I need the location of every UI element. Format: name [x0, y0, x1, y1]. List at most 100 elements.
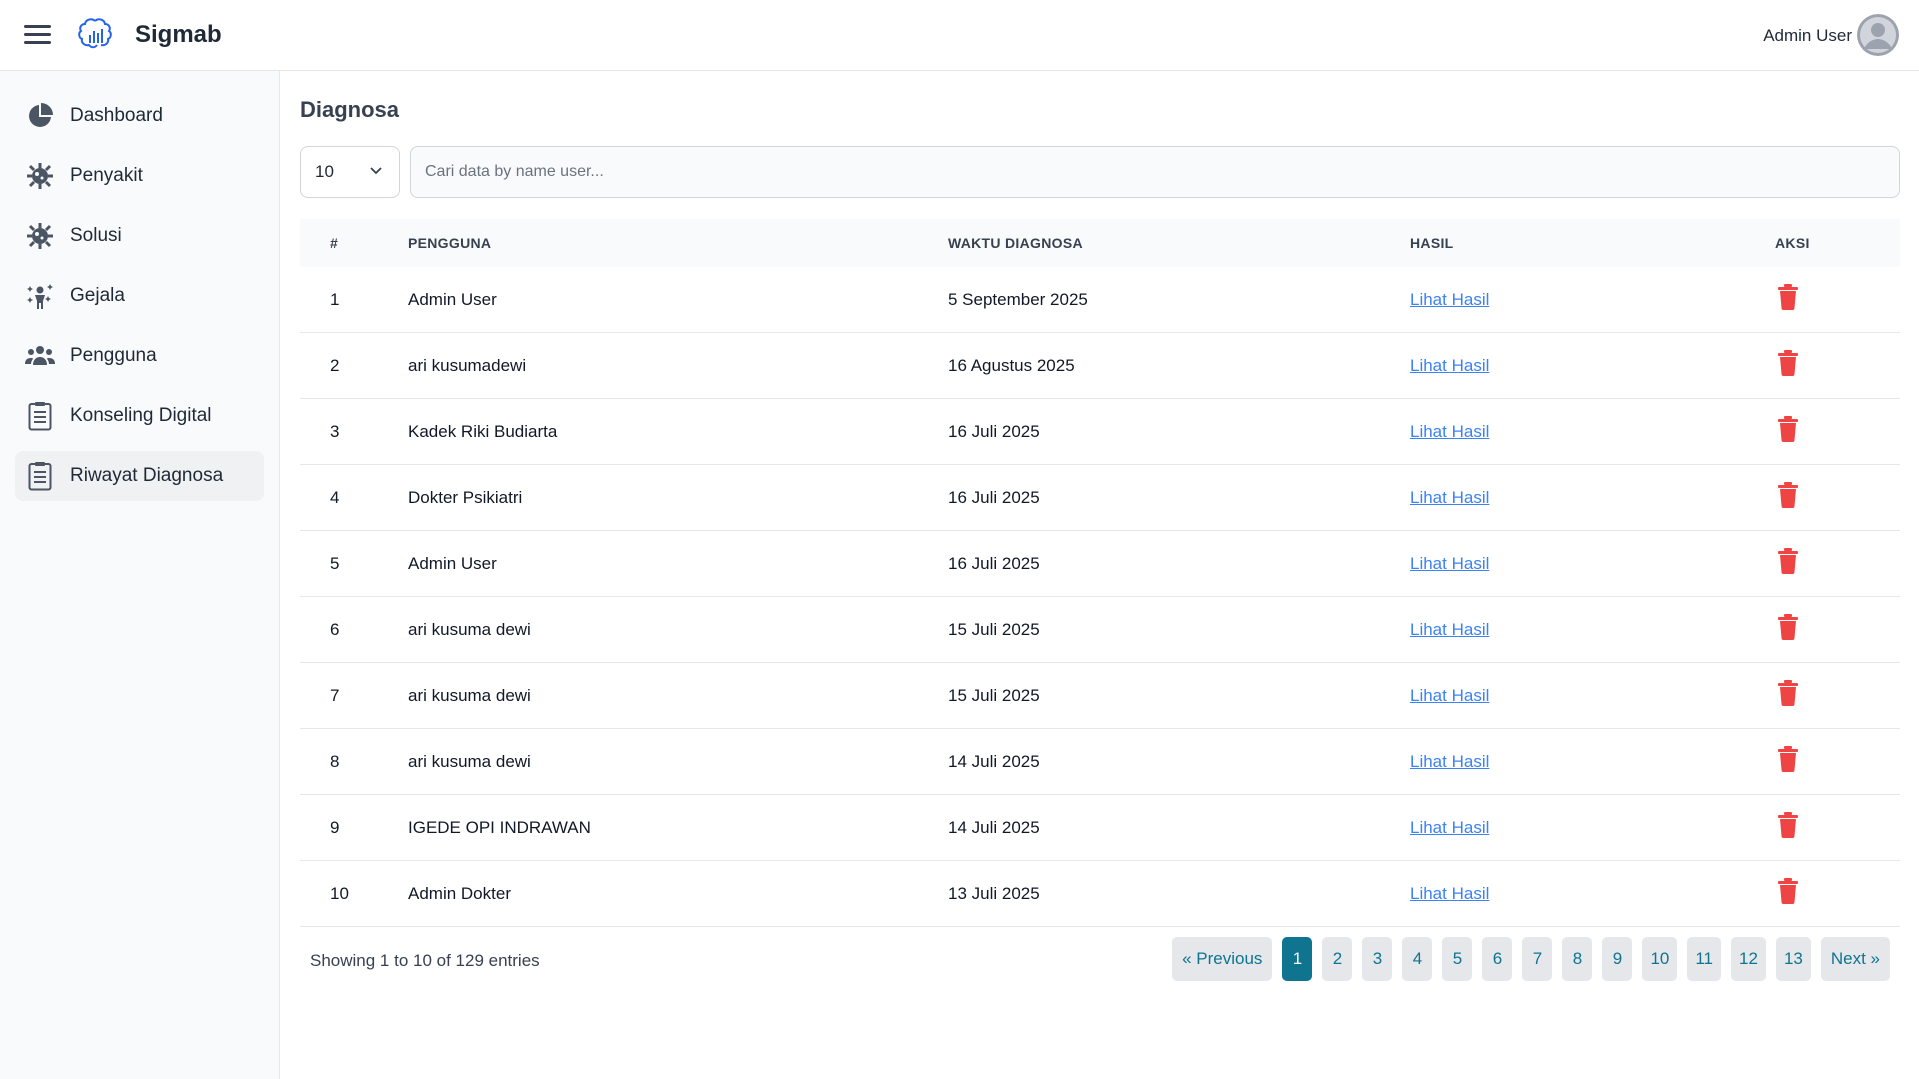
page-button-6[interactable]: 6 — [1482, 937, 1513, 981]
brain-logo-icon — [78, 18, 112, 49]
row-user: ari kusuma dewi — [408, 619, 531, 639]
table-row: 9 IGEDE OPI INDRAWAN 14 Juli 2025 Lihat Has… — [300, 795, 1900, 861]
view-result-link[interactable]: Lihat Hasil — [1410, 553, 1490, 573]
chevron-down-icon — [370, 167, 382, 175]
column-header-result: HASIL — [1410, 235, 1454, 251]
page-button-9[interactable]: 9 — [1602, 937, 1633, 981]
next-page-button[interactable]: Next » — [1820, 937, 1890, 981]
per-page-select[interactable]: 10 — [300, 146, 400, 198]
trash-icon[interactable] — [1777, 878, 1799, 904]
sidebar-item-dashboard[interactable]: Dashboard — [15, 91, 264, 141]
sidebar-item-riwayat-diagnosa[interactable]: Riwayat Diagnosa — [15, 451, 264, 501]
person-sparkle-icon — [25, 281, 55, 311]
row-user: Dokter Psikiatri — [408, 487, 523, 507]
table-row: 2 ari kusumadewi 16 Agustus 2025 Lihat Hasi… — [300, 333, 1900, 399]
sidebar-item-konseling-digital[interactable]: Konseling Digital — [15, 391, 264, 441]
trash-icon[interactable] — [1777, 614, 1799, 640]
page-button-7[interactable]: 7 — [1522, 937, 1553, 981]
menu-icon[interactable] — [24, 25, 51, 45]
sidebar: Dashboard Penyakit Solusi Gejala Penggun… — [0, 71, 280, 1079]
users-icon — [25, 341, 55, 371]
table-header: # PENGGUNA WAKTU DIAGNOSA HASIL AKSI — [300, 219, 1900, 267]
row-number: 2 — [330, 355, 340, 375]
user-avatar-icon — [1857, 14, 1899, 56]
view-result-link[interactable]: Lihat Hasil — [1410, 619, 1490, 639]
row-number: 3 — [330, 421, 340, 441]
row-time: 16 Juli 2025 — [948, 487, 1040, 507]
row-time: 16 Juli 2025 — [948, 553, 1040, 573]
trash-icon[interactable] — [1777, 416, 1799, 442]
table-row: 1 Admin User 5 September 2025 Lihat Hasil — [300, 267, 1900, 333]
trash-icon[interactable] — [1777, 482, 1799, 508]
sidebar-item-pengguna[interactable]: Pengguna — [15, 331, 264, 381]
row-user: ari kusumadewi — [408, 355, 527, 375]
sidebar-item-label: Konseling Digital — [70, 405, 212, 426]
row-user: Kadek Riki Budiarta — [408, 421, 558, 441]
page-button-3[interactable]: 3 — [1362, 937, 1393, 981]
sidebar-item-solusi[interactable]: Solusi — [15, 211, 264, 261]
trash-icon[interactable] — [1777, 284, 1799, 310]
page-button-13[interactable]: 13 — [1775, 937, 1811, 981]
sidebar-item-label: Gejala — [70, 285, 125, 306]
page-button-8[interactable]: 8 — [1562, 937, 1593, 981]
table-row: 3 Kadek Riki Budiarta 16 Juli 2025 Lihat Ha… — [300, 399, 1900, 465]
page-button-11[interactable]: 11 — [1687, 937, 1722, 981]
virus-icon — [25, 221, 55, 251]
trash-icon[interactable] — [1777, 680, 1799, 706]
row-user: Admin Dokter — [408, 883, 511, 903]
row-user: ari kusuma dewi — [408, 751, 531, 771]
per-page-value: 10 — [315, 162, 334, 181]
clipboard-icon — [25, 461, 55, 491]
row-user: ari kusuma dewi — [408, 685, 531, 705]
row-number: 5 — [330, 553, 340, 573]
view-result-link[interactable]: Lihat Hasil — [1410, 883, 1490, 903]
row-time: 15 Juli 2025 — [948, 685, 1040, 705]
view-result-link[interactable]: Lihat Hasil — [1410, 355, 1490, 375]
column-header-number: # — [330, 235, 339, 251]
page-button-10[interactable]: 10 — [1642, 937, 1678, 981]
view-result-link[interactable]: Lihat Hasil — [1410, 421, 1490, 441]
trash-icon[interactable] — [1777, 812, 1799, 838]
page-numbers: 1 2 3 4 5 6 7 8 9 10 11 12 13 — [1282, 937, 1811, 981]
top-bar: Sigmab Admin User — [0, 0, 1919, 71]
page-button-2[interactable]: 2 — [1322, 937, 1353, 981]
view-result-link[interactable]: Lihat Hasil — [1410, 685, 1490, 705]
pagination: « Previous 1 2 3 4 5 6 7 8 9 10 11 12 13 Next » — [1172, 937, 1890, 981]
sidebar-item-penyakit[interactable]: Penyakit — [15, 151, 264, 201]
clipboard-icon — [25, 401, 55, 431]
table-row: 4 Dokter Psikiatri 16 Juli 2025 Lihat Hasil — [300, 465, 1900, 531]
row-time: 14 Juli 2025 — [948, 817, 1040, 837]
brand-name: Sigmab — [135, 21, 222, 48]
sidebar-item-label: Solusi — [70, 225, 122, 246]
row-time: 16 Juli 2025 — [948, 421, 1040, 441]
sidebar-item-label: Pengguna — [70, 345, 157, 366]
page-title: Diagnosa — [300, 97, 400, 122]
column-header-user: PENGGUNA — [408, 235, 492, 251]
page-button-1[interactable]: 1 — [1282, 937, 1313, 981]
view-result-link[interactable]: Lihat Hasil — [1410, 289, 1490, 309]
sidebar-item-label: Dashboard — [70, 105, 163, 126]
page-button-4[interactable]: 4 — [1402, 937, 1433, 981]
row-number: 8 — [330, 751, 340, 771]
view-result-link[interactable]: Lihat Hasil — [1410, 487, 1490, 507]
trash-icon[interactable] — [1777, 746, 1799, 772]
row-time: 16 Agustus 2025 — [948, 355, 1075, 375]
view-result-link[interactable]: Lihat Hasil — [1410, 751, 1490, 771]
page-button-5[interactable]: 5 — [1442, 937, 1473, 981]
row-user: IGEDE OPI INDRAWAN — [408, 817, 591, 837]
diagnosis-table: # PENGGUNA WAKTU DIAGNOSA HASIL AKSI 1 Ad… — [300, 219, 1900, 927]
column-header-action: AKSI — [1775, 235, 1810, 251]
view-result-link[interactable]: Lihat Hasil — [1410, 817, 1490, 837]
avatar[interactable] — [1857, 14, 1899, 56]
user-name[interactable]: Admin User — [1763, 26, 1852, 45]
trash-icon[interactable] — [1777, 548, 1799, 574]
previous-page-button[interactable]: « Previous — [1172, 937, 1273, 981]
row-time: 14 Juli 2025 — [948, 751, 1040, 771]
row-number: 1 — [330, 289, 340, 309]
sidebar-item-gejala[interactable]: Gejala — [15, 271, 264, 321]
page-button-12[interactable]: 12 — [1731, 937, 1766, 981]
row-user: Admin User — [408, 289, 497, 309]
trash-icon[interactable] — [1777, 350, 1799, 376]
search-input[interactable] — [410, 146, 1900, 198]
sidebar-item-label: Penyakit — [70, 165, 143, 186]
